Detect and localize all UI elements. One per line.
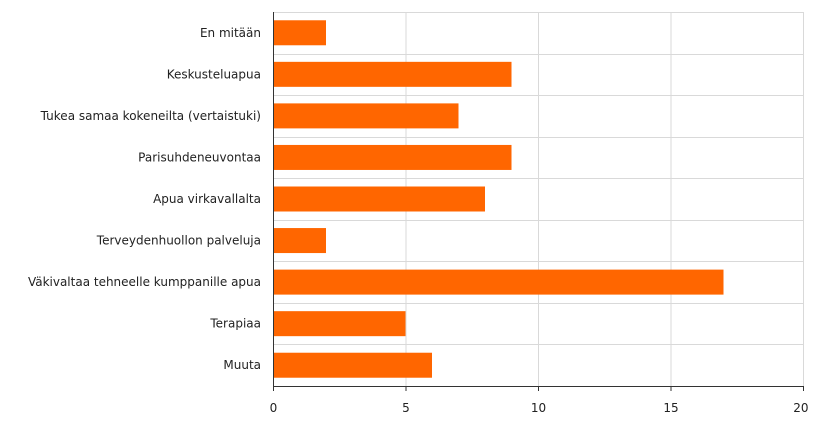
x-tick-label: 5: [402, 401, 410, 415]
category-labels: En mitään Keskusteluapua Tukea samaa koken…: [28, 26, 261, 372]
category-label: Keskusteluapua: [167, 67, 261, 81]
bar: [274, 352, 432, 378]
x-tick-label: 0: [270, 401, 278, 415]
x-tick-labels: 0 5 10 15 20: [270, 401, 809, 415]
x-tick-label: 15: [663, 401, 678, 415]
category-label: Parisuhdeneuvontaa: [138, 150, 261, 164]
category-label: Terveydenhuollon palveluja: [96, 234, 261, 248]
category-label: En mitään: [200, 26, 261, 40]
category-label: Muuta: [223, 358, 261, 372]
axes: [273, 12, 804, 391]
bar: [274, 144, 512, 170]
bar: [274, 228, 326, 254]
category-label: Apua virkavallalta: [153, 192, 261, 206]
bar: [274, 61, 512, 87]
bar: [274, 103, 459, 129]
bar: [274, 269, 724, 295]
grid-lines: [273, 12, 804, 387]
x-tick-label: 10: [531, 401, 546, 415]
category-label: Terapiaa: [209, 317, 261, 331]
bar: [274, 311, 406, 337]
category-label: Väkivaltaa tehneelle kumppanille apua: [28, 275, 261, 289]
bar: [274, 186, 485, 212]
category-label: Tukea samaa kokeneilta (vertaistuki): [40, 109, 261, 123]
bar: [274, 20, 326, 46]
bars: [274, 20, 724, 378]
x-tick-label: 20: [793, 401, 808, 415]
